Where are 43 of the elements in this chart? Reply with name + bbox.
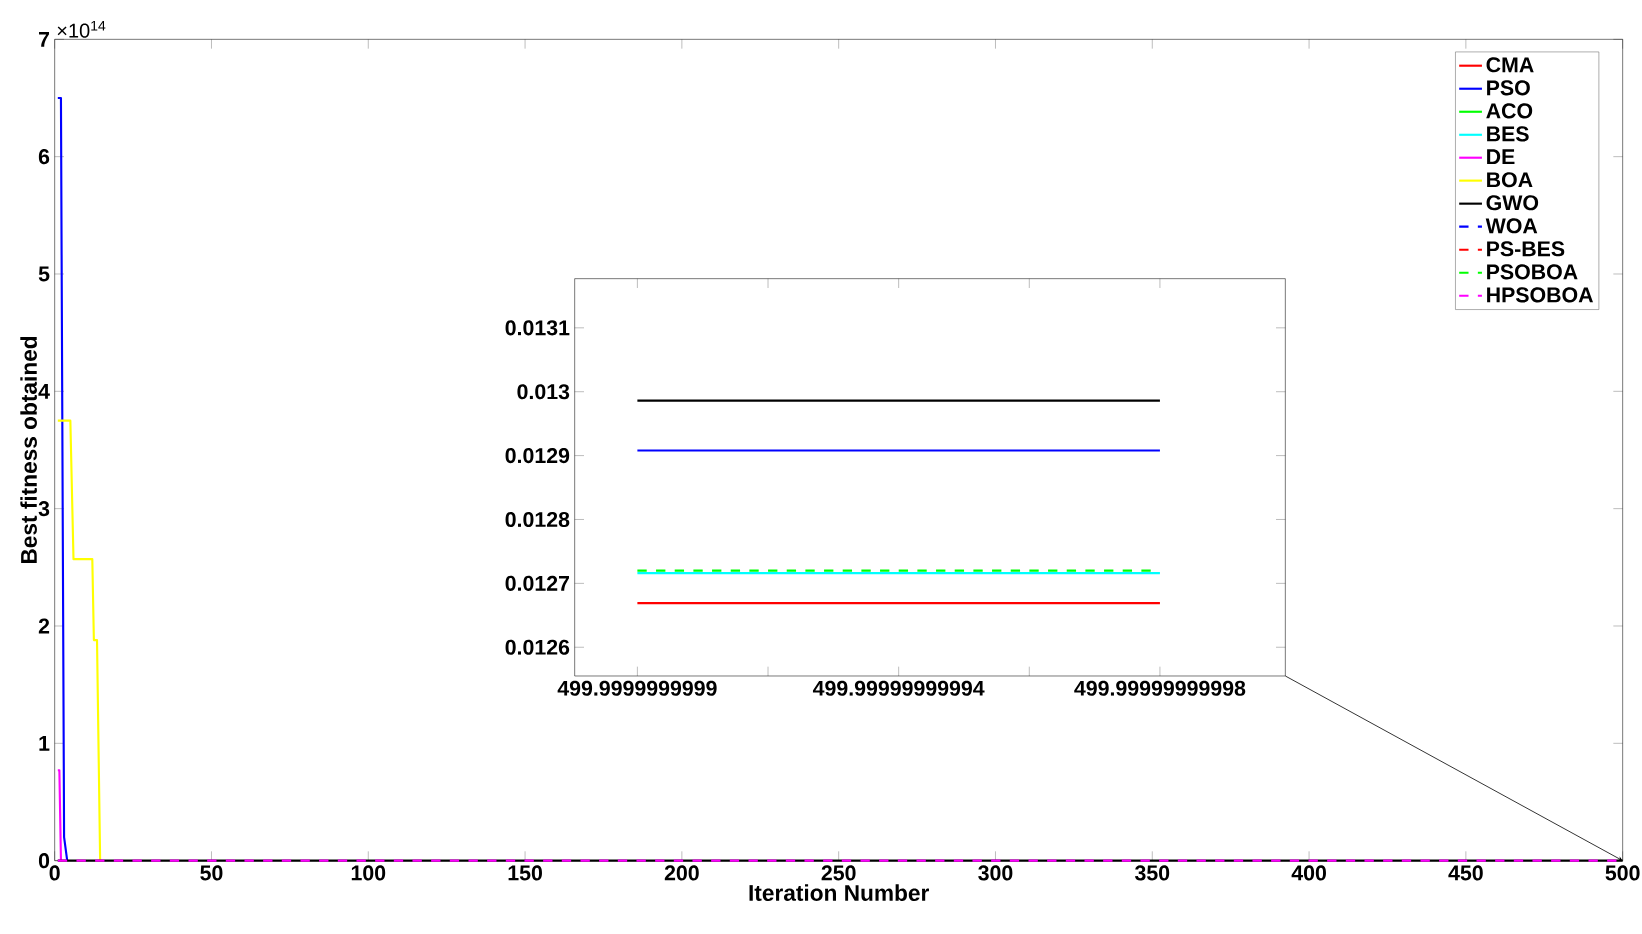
- y-tick-label: 0.013: [517, 384, 570, 400]
- legend-label: CMA: [1486, 57, 1534, 73]
- y-tick-label: 0: [38, 853, 50, 869]
- legend-label: BES: [1487, 126, 1529, 142]
- legend-label: DE: [1487, 149, 1515, 165]
- x-tick-label: 450: [1448, 865, 1483, 881]
- y-tick-label: 6: [38, 149, 50, 165]
- x-tick-label: 400: [1291, 865, 1326, 881]
- y-tick-label: 0.0129: [505, 448, 570, 464]
- y-tick-label: 5: [38, 266, 50, 282]
- legend-label: WOA: [1485, 218, 1538, 234]
- x-tick-label: 300: [978, 865, 1013, 881]
- x-tick-label: 200: [664, 865, 699, 881]
- y-tick-label: 1: [39, 735, 50, 751]
- x-axis-title: Iteration Number: [749, 884, 929, 901]
- legend-label: PSOBOA: [1487, 264, 1578, 280]
- y-tick-label: 3: [38, 501, 50, 517]
- y-tick-label: 7: [39, 31, 50, 47]
- text: ×10$^{14}$: [57, 20, 106, 38]
- legend-label: HPSOBOA: [1487, 287, 1593, 303]
- x-tick-label: 500: [1605, 865, 1640, 881]
- legend-label: PS-BES: [1487, 241, 1565, 257]
- x-tick-label: 150: [508, 865, 542, 881]
- x-tick-label: 250: [821, 865, 856, 881]
- legend-label: GWO: [1486, 195, 1539, 211]
- x-tick-label: 0: [49, 865, 60, 881]
- y-tick-label: 0.0131: [505, 320, 570, 336]
- x-tick-label: 100: [351, 865, 386, 881]
- legend-label: ACO: [1486, 103, 1533, 119]
- line-series: [56, 419, 102, 862]
- x-tick-label: 499.99999999994: [812, 680, 985, 696]
- x-tick-label: 499.9999999999: [557, 680, 717, 696]
- y-axis-title: Best fitness obtained: [20, 336, 37, 564]
- legend-label: BOA: [1487, 172, 1533, 188]
- x-tick-label: 499.99999999998: [1074, 680, 1246, 696]
- y-tick-label: 2: [38, 618, 50, 634]
- legend-label: PSO: [1487, 80, 1530, 96]
- x-tick-label: 350: [1134, 865, 1170, 881]
- y-tick-label: 4: [38, 383, 50, 399]
- x-tick-label: 50: [200, 865, 223, 881]
- y-tick-label: 0.0126: [505, 639, 570, 655]
- y-tick-label: 0.0128: [505, 511, 570, 528]
- y-tick-label: 0.0127: [505, 575, 570, 591]
